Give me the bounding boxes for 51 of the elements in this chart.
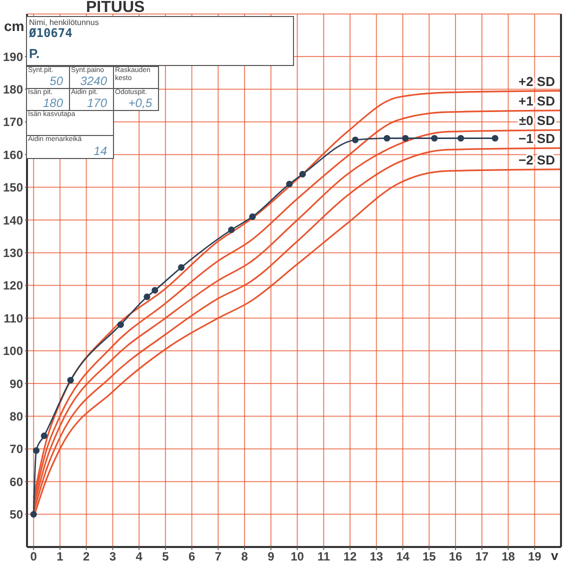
y-tick-label: 130 bbox=[2, 246, 24, 260]
y-tick-label: 150 bbox=[2, 180, 24, 195]
x-tick-label: 9 bbox=[268, 550, 275, 564]
annotation: 180 bbox=[42, 96, 63, 110]
x-tick-label: 4 bbox=[136, 550, 143, 564]
y-tick-label: 60 bbox=[10, 474, 24, 489]
y-tick-label: 100 bbox=[2, 344, 24, 358]
y-tick-label: 80 bbox=[10, 409, 24, 424]
annotation: Nimi, henkilötunnus bbox=[29, 18, 99, 27]
y-tick-label: 170 bbox=[2, 115, 24, 130]
x-tick-label: 14 bbox=[396, 550, 410, 564]
x-tick-label: 15 bbox=[422, 550, 436, 564]
x-tick-label: 2 bbox=[82, 550, 90, 564]
y-tick-label: 70 bbox=[10, 442, 24, 456]
y-tick-label: 90 bbox=[10, 376, 24, 391]
x-tick-label: 18 bbox=[502, 550, 516, 564]
annotation: 14 bbox=[94, 144, 107, 158]
annotation: 3240 bbox=[80, 74, 107, 88]
x-axis-title: v bbox=[551, 548, 558, 563]
x-tick-label: 16 bbox=[448, 550, 463, 564]
x-tick-label: 19 bbox=[528, 550, 542, 564]
x-tick-label: 11 bbox=[317, 550, 330, 564]
annotation: +0,5 bbox=[128, 96, 152, 110]
x-tick-label: 13 bbox=[370, 550, 384, 564]
x-tick-label: 6 bbox=[188, 550, 196, 564]
x-tick-label: 5 bbox=[162, 550, 170, 564]
x-tick-label: 7 bbox=[214, 550, 222, 564]
y-tick-label: 120 bbox=[2, 278, 24, 293]
annotation: P. bbox=[29, 46, 40, 61]
x-tick-label: 1 bbox=[56, 550, 64, 564]
x-tick-label: 8 bbox=[241, 550, 248, 564]
series-label: −2 SD bbox=[518, 152, 555, 168]
x-tick-label: 0 bbox=[30, 550, 38, 564]
annotation: Ø10674 bbox=[29, 26, 72, 40]
x-tick-label: 10 bbox=[290, 550, 304, 564]
x-tick-label: 17 bbox=[475, 550, 489, 564]
series-label: +2 SD bbox=[518, 74, 555, 89]
chart-title: PITUUS bbox=[86, 0, 145, 17]
series-label: −1 SD bbox=[518, 131, 555, 146]
series-label: +1 SD bbox=[518, 93, 555, 108]
annotation: 50 bbox=[50, 74, 63, 88]
y-tick-label: 50 bbox=[10, 508, 24, 522]
y-axis-title: cm bbox=[4, 18, 24, 34]
y-tick-label: 110 bbox=[4, 311, 24, 326]
y-tick-label: 180 bbox=[2, 82, 24, 96]
y-tick-label: 140 bbox=[2, 213, 24, 228]
x-tick-label: 3 bbox=[109, 550, 116, 564]
x-tick-label: 12 bbox=[343, 550, 358, 564]
y-tick-label: 190 bbox=[2, 50, 24, 64]
y-tick-label: 160 bbox=[2, 148, 24, 162]
annotation: 170 bbox=[86, 96, 107, 110]
